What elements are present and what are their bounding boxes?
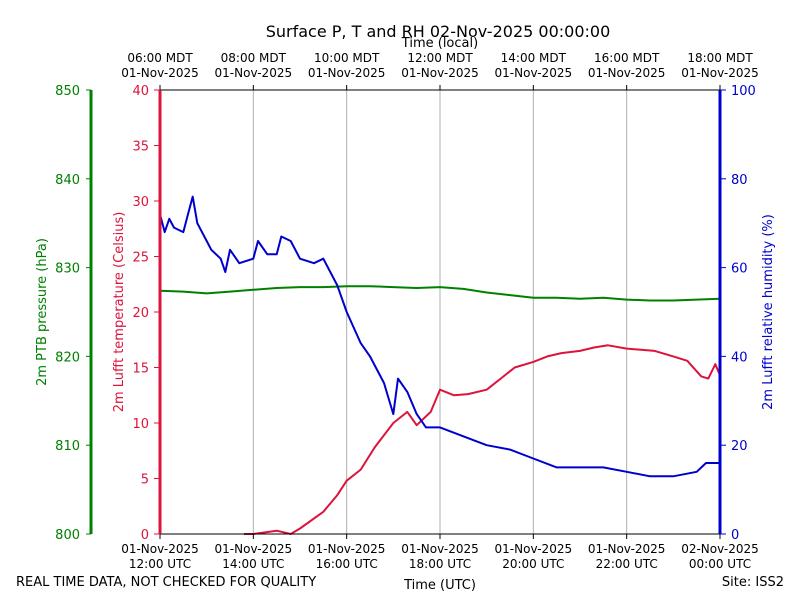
top-tick-date: 01-Nov-2025 bbox=[308, 66, 386, 80]
humidity-tick-label: 40 bbox=[731, 350, 748, 365]
bottom-tick-date: 01-Nov-2025 bbox=[308, 542, 386, 556]
humidity-tick-label: 0 bbox=[731, 528, 739, 543]
bottom-axis-label: Time (UTC) bbox=[403, 578, 476, 593]
humidity-axis: 2m Lufft relative humidity (%) 0 20 40 60 80… bbox=[718, 84, 776, 543]
top-tick-time: 06:00 MDT bbox=[127, 51, 193, 65]
bottom-tick-date: 01-Nov-2025 bbox=[401, 542, 479, 556]
top-tick-date: 01-Nov-2025 bbox=[121, 66, 199, 80]
pressure-tick-label: 830 bbox=[55, 262, 80, 277]
top-tick-time: 16:00 MDT bbox=[594, 51, 660, 65]
top-tick-date: 01-Nov-2025 bbox=[495, 66, 573, 80]
bottom-tick-date: 01-Nov-2025 bbox=[495, 542, 573, 556]
top-tick-date: 01-Nov-2025 bbox=[588, 66, 666, 80]
pressure-axis: 2m PTB pressure (hPa) 800 810 820 830 840 850 bbox=[35, 84, 93, 543]
bottom-tick-time: 12:00 UTC bbox=[129, 557, 191, 571]
bottom-tick-date: 01-Nov-2025 bbox=[215, 542, 293, 556]
top-tick-time: 14:00 MDT bbox=[501, 51, 567, 65]
pressure-axis-label: 2m PTB pressure (hPa) bbox=[35, 238, 50, 386]
site-label: Site: ISS2 bbox=[721, 575, 784, 590]
bottom-tick-date: 01-Nov-2025 bbox=[588, 542, 666, 556]
temperature-tick-label: 0 bbox=[141, 528, 149, 543]
temperature-tick-label: 15 bbox=[132, 362, 149, 377]
top-tick-time: 18:00 MDT bbox=[687, 51, 753, 65]
bottom-tick-time: 16:00 UTC bbox=[316, 557, 378, 571]
top-axis-label: Time (local) bbox=[401, 36, 478, 51]
quality-note: REAL TIME DATA, NOT CHECKED FOR QUALITY bbox=[16, 575, 317, 590]
temperature-axis-label: 2m Lufft temperature (Celsius) bbox=[112, 212, 127, 413]
chart-title: Surface P, T and RH 02-Nov-2025 00:00:00 bbox=[266, 22, 611, 41]
temperature-series-line bbox=[244, 344, 721, 535]
humidity-tick-label: 100 bbox=[731, 84, 756, 99]
top-tick-date: 01-Nov-2025 bbox=[401, 66, 479, 80]
bottom-tick-time: 22:00 UTC bbox=[596, 557, 658, 571]
humidity-tick-label: 60 bbox=[731, 262, 748, 277]
bottom-tick-date: 02-Nov-2025 bbox=[681, 542, 759, 556]
top-tick-time: 08:00 MDT bbox=[221, 51, 287, 65]
pressure-tick-label: 800 bbox=[55, 528, 80, 543]
bottom-tick-time: 18:00 UTC bbox=[409, 557, 471, 571]
temperature-tick-label: 40 bbox=[132, 84, 149, 99]
temperature-tick-label: 20 bbox=[132, 306, 149, 321]
bottom-tick-time: 14:00 UTC bbox=[222, 557, 284, 571]
top-tick-time: 10:00 MDT bbox=[314, 51, 380, 65]
top-tick-time: 12:00 MDT bbox=[407, 51, 473, 65]
humidity-tick-label: 20 bbox=[731, 439, 748, 454]
temperature-tick-label: 10 bbox=[132, 417, 149, 432]
humidity-axis-label: 2m Lufft relative humidity (%) bbox=[761, 214, 776, 410]
pressure-tick-label: 850 bbox=[55, 84, 80, 99]
temperature-tick-label: 25 bbox=[132, 251, 149, 266]
pressure-tick-label: 810 bbox=[55, 439, 80, 454]
pressure-series-line bbox=[159, 285, 721, 302]
temperature-tick-label: 35 bbox=[132, 140, 149, 155]
bottom-tick-time: 00:00 UTC bbox=[689, 557, 751, 571]
top-tick-date: 01-Nov-2025 bbox=[681, 66, 759, 80]
temperature-tick-label: 5 bbox=[141, 473, 149, 488]
pressure-tick-label: 820 bbox=[55, 350, 80, 365]
humidity-series-line bbox=[159, 195, 720, 478]
pressure-tick-label: 840 bbox=[55, 173, 80, 188]
bottom-tick-date: 01-Nov-2025 bbox=[121, 542, 199, 556]
temperature-tick-label: 30 bbox=[132, 195, 149, 210]
bottom-tick-time: 20:00 UTC bbox=[502, 557, 564, 571]
humidity-tick-label: 80 bbox=[731, 173, 748, 188]
temperature-axis: 2m Lufft temperature (Celsius) 0 5 10 15 20 2… bbox=[112, 84, 162, 543]
top-tick-date: 01-Nov-2025 bbox=[215, 66, 293, 80]
plot-series bbox=[159, 195, 721, 535]
